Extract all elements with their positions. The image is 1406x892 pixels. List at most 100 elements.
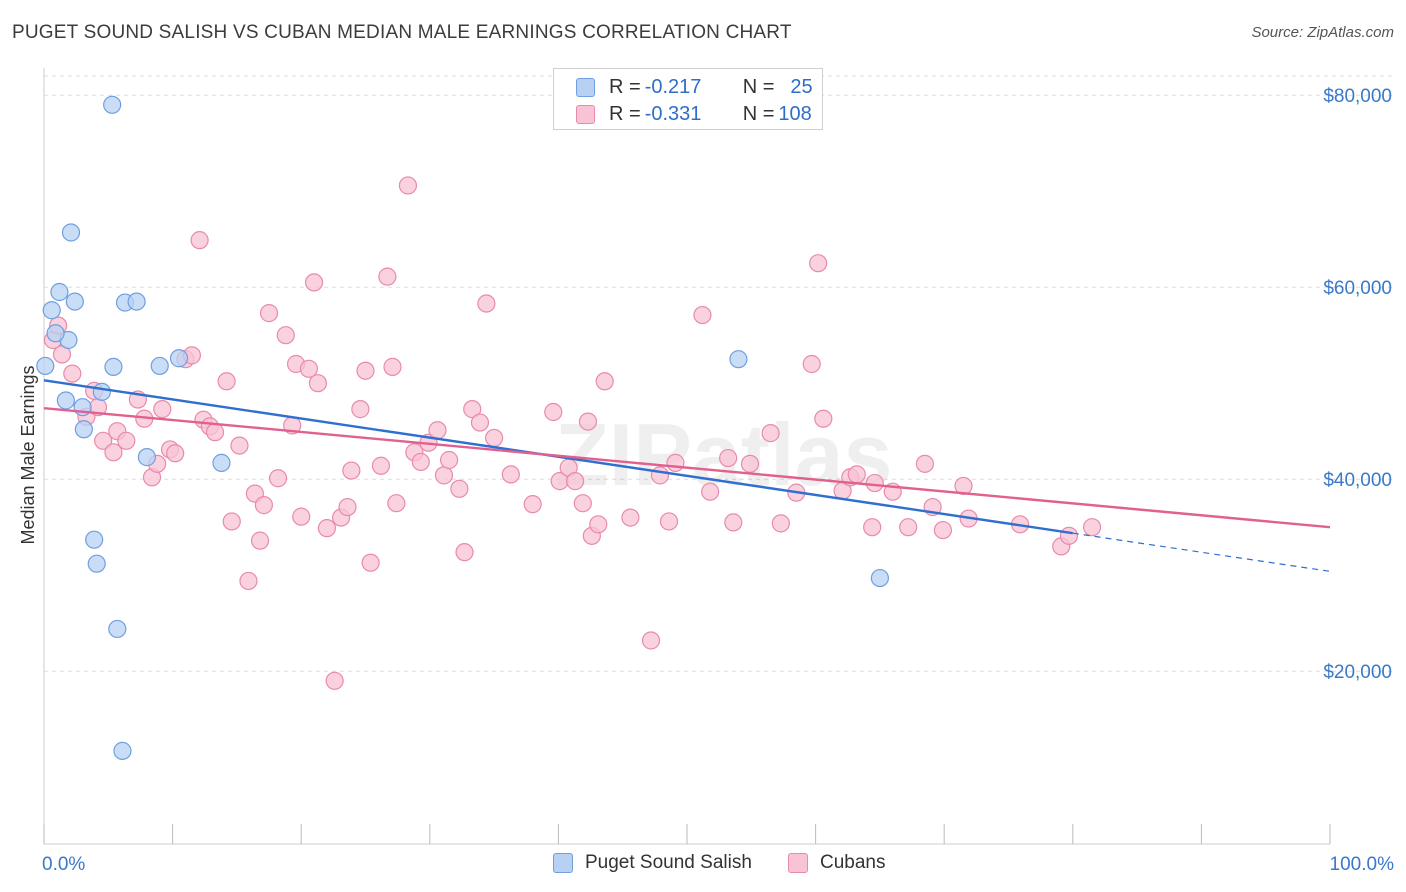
cubans-point — [411, 452, 430, 472]
cubans-point — [439, 450, 459, 470]
cubans-point — [847, 465, 866, 484]
n-label: N = — [742, 75, 775, 98]
legend-swatch-puget — [553, 853, 573, 873]
r-value: -0.331 — [644, 102, 702, 125]
cubans-point — [659, 512, 679, 531]
cubans-point — [268, 469, 288, 488]
cubans-point — [428, 421, 447, 440]
legend-label-puget: Puget Sound Salish — [585, 852, 752, 873]
cubans-point — [566, 472, 585, 491]
cubans-point — [641, 631, 661, 650]
cubans-point — [802, 354, 821, 374]
cubans-point — [740, 454, 760, 473]
y-tick-label: $20,000 — [1323, 662, 1392, 683]
cubans-point — [455, 543, 474, 562]
cubans-point — [761, 424, 780, 443]
y-tick-label: $80,000 — [1323, 86, 1392, 107]
cubans-point — [650, 466, 670, 485]
cubans-point — [485, 428, 504, 448]
cubans-point — [915, 454, 935, 473]
puget-point — [85, 530, 104, 549]
x-tick-label: 0.0% — [42, 854, 85, 875]
cubans-point — [250, 531, 270, 550]
puget-swatch — [576, 77, 595, 97]
cubans-point — [470, 413, 490, 432]
cubans-point — [190, 231, 209, 250]
puget-point — [61, 223, 81, 242]
cubans-point — [230, 436, 249, 455]
chart-title: PUGET SOUND SALISH VS CUBAN MEDIAN MALE … — [12, 22, 792, 43]
cubans-point — [308, 374, 328, 393]
cubans-point — [863, 518, 882, 537]
cubans-point — [104, 443, 123, 462]
n-value: 108 — [778, 102, 812, 125]
cubans-point — [276, 326, 295, 345]
cubans-point — [523, 495, 542, 514]
cubans-point — [94, 431, 113, 450]
trend-layer — [43, 379, 1331, 572]
cubans-point — [117, 431, 136, 450]
r-value: -0.217 — [644, 75, 702, 98]
cubans-point — [383, 357, 402, 376]
source-label: Source: ZipAtlas.com — [1251, 24, 1394, 41]
cubans-point — [1082, 518, 1102, 537]
cubans-point — [317, 519, 337, 538]
y-tick-label: $40,000 — [1323, 470, 1392, 491]
puget-point — [42, 301, 61, 320]
y-axis-label: Median Male Earnings — [18, 365, 38, 544]
n-label: N = — [742, 102, 775, 125]
stats-row-puget: R = -0.217 N = 25 — [576, 73, 813, 101]
cubans-point — [463, 400, 482, 419]
cubans-point — [809, 254, 828, 273]
puget-point — [870, 568, 890, 588]
x-tick-label: 100.0% — [1330, 854, 1395, 875]
cubans-point — [573, 494, 592, 513]
cubans-point — [701, 482, 720, 501]
puget-point — [87, 554, 106, 573]
puget-point — [65, 292, 84, 311]
cubans-point — [450, 479, 469, 498]
stats-row-cubans: R = -0.331 N = 108 — [576, 100, 812, 128]
cubans-point — [719, 448, 738, 468]
puget-point — [92, 382, 111, 401]
cubans-point — [434, 466, 454, 485]
cubans-point — [578, 412, 598, 431]
r-label: R = — [609, 102, 641, 125]
legend-item-cubans[interactable]: Cubans — [788, 852, 886, 874]
cubans-point — [351, 400, 370, 419]
cubans-point — [1059, 526, 1079, 545]
cubans-point — [166, 444, 185, 463]
cubans-point — [501, 465, 520, 484]
puget-point — [74, 420, 93, 439]
puget-point — [127, 292, 146, 311]
cubans-point — [361, 553, 380, 572]
puget-point — [36, 356, 55, 376]
cubans-point — [371, 456, 391, 475]
cubans-point — [544, 402, 563, 422]
cubans-point — [304, 273, 324, 292]
legend-swatch-cubans — [788, 853, 808, 873]
cubans-point — [387, 494, 406, 513]
cubans-point — [338, 497, 357, 517]
puget-point — [50, 282, 69, 302]
puget-point — [104, 357, 123, 376]
n-value: 25 — [790, 75, 813, 98]
cubans-point — [254, 496, 274, 515]
cubans-point — [259, 304, 279, 323]
axes-layer — [43, 68, 1331, 845]
cubans-swatch — [576, 104, 595, 124]
bottom-legend: Puget Sound Salish Cubans — [0, 852, 1406, 878]
cubans-point — [477, 294, 496, 313]
cubans-point — [292, 507, 311, 526]
cubans-point — [299, 359, 319, 378]
cubans-point — [933, 520, 953, 540]
legend-item-puget[interactable]: Puget Sound Salish — [553, 852, 752, 874]
cubans-point — [724, 513, 743, 532]
cubans-point — [378, 267, 397, 286]
puget-point — [150, 356, 169, 376]
r-label: R = — [609, 75, 641, 98]
stats-legend: R = -0.217 N = 25 R = -0.331 N = 108 — [553, 68, 823, 130]
cubans-point — [771, 514, 790, 533]
cubans-point — [865, 473, 884, 493]
labels-layer: $20,000 $40,000 $60,000 $80,000 0.0% 100.0% — [42, 86, 1394, 875]
